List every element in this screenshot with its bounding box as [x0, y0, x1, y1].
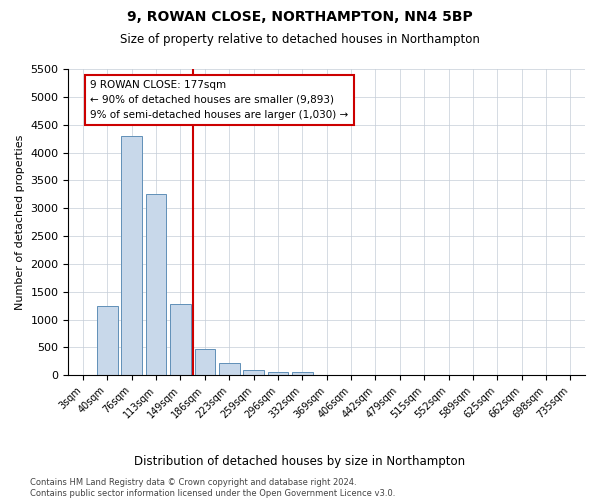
Bar: [121, 136, 142, 376]
Bar: [97, 306, 118, 376]
Bar: [292, 372, 313, 376]
Text: 9 ROWAN CLOSE: 177sqm
← 90% of detached houses are smaller (9,893)
9% of semi-de: 9 ROWAN CLOSE: 177sqm ← 90% of detached …: [91, 80, 349, 120]
Bar: [170, 304, 191, 376]
Bar: [243, 370, 264, 376]
Text: Contains HM Land Registry data © Crown copyright and database right 2024.
Contai: Contains HM Land Registry data © Crown c…: [30, 478, 395, 498]
Bar: [146, 194, 166, 376]
Bar: [219, 363, 239, 376]
Y-axis label: Number of detached properties: Number of detached properties: [15, 134, 25, 310]
Text: Size of property relative to detached houses in Northampton: Size of property relative to detached ho…: [120, 32, 480, 46]
Bar: [194, 348, 215, 376]
Bar: [268, 372, 289, 376]
Text: Distribution of detached houses by size in Northampton: Distribution of detached houses by size …: [134, 455, 466, 468]
Text: 9, ROWAN CLOSE, NORTHAMPTON, NN4 5BP: 9, ROWAN CLOSE, NORTHAMPTON, NN4 5BP: [127, 10, 473, 24]
